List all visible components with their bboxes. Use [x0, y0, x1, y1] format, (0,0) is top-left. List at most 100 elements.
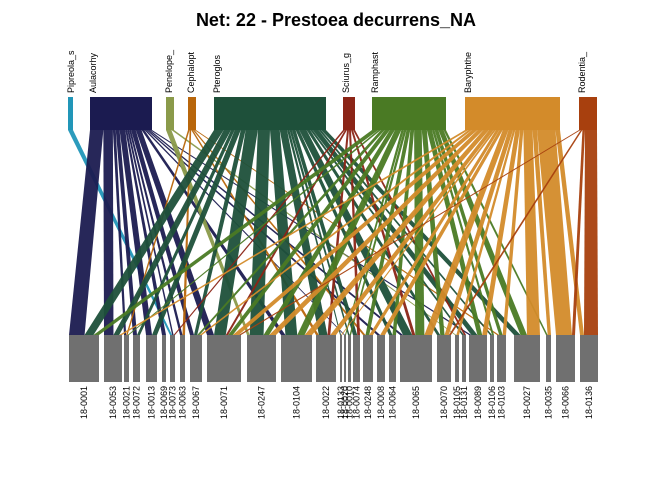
higher-node-box: [465, 97, 560, 130]
interaction-link: [572, 130, 585, 335]
higher-node-box: [68, 97, 73, 130]
interaction-link: [537, 130, 572, 335]
interaction-link: [152, 130, 241, 335]
interaction-link: [115, 130, 137, 335]
interaction-link: [502, 130, 524, 335]
lower-node-label: 18-0071: [219, 386, 229, 419]
higher-node-box: [188, 97, 196, 130]
lower-node-label: 18-0035: [544, 386, 554, 419]
interaction-link: [330, 130, 494, 335]
lower-node-label: 18-0013: [147, 386, 157, 419]
lower-node-label: 18-0021: [122, 386, 132, 419]
interaction-link: [127, 130, 381, 335]
higher-node-box: [166, 97, 174, 130]
interaction-link: [392, 130, 415, 335]
interaction-link: [431, 130, 494, 335]
lower-node-box: [146, 335, 157, 382]
higher-node-label: Pipreola_s: [66, 50, 76, 93]
interaction-link: [304, 130, 490, 335]
lower-node-box: [462, 335, 466, 382]
lower-node-box: [353, 335, 360, 382]
interaction-link: [341, 130, 496, 335]
interaction-link: [131, 130, 194, 335]
link-layer: [68, 130, 598, 335]
interaction-link: [327, 130, 349, 335]
chart-title: Net: 22 - Prestoea decurrens_NA: [195, 10, 477, 30]
lower-node-box: [340, 335, 342, 382]
higher-node-label: Pteroglos: [212, 54, 222, 93]
interaction-link: [173, 130, 345, 335]
interaction-link: [93, 130, 379, 335]
interaction-link: [444, 130, 514, 335]
higher-node-box: [579, 97, 597, 130]
lower-node-label: 18-0065: [411, 386, 421, 419]
lower-node-label: 18-0067: [191, 386, 201, 419]
lower-node-box: [490, 335, 494, 382]
lower-node-label: 18-0070: [439, 386, 449, 419]
interaction-link: [369, 130, 500, 335]
interaction-link: [279, 130, 328, 335]
lower-node-box: [104, 335, 122, 382]
higher-node-label: Sciurus_g: [341, 53, 351, 93]
higher-node-box: [372, 97, 446, 130]
lower-node-label: 18-0053: [108, 386, 118, 419]
lower-node-label: 18-0020: [340, 386, 350, 419]
lower-node-label: 18-0131: [459, 386, 469, 419]
lower-node-box: [133, 335, 140, 382]
interaction-link: [119, 130, 469, 335]
lower-node-label: 18-0064: [388, 386, 398, 419]
lower-node-label: 18-0247: [257, 386, 267, 419]
interaction-link: [199, 130, 472, 335]
interaction-link: [197, 130, 385, 335]
lower-node-box: [363, 335, 373, 382]
lower-node-label: 18-0073: [168, 386, 178, 419]
interaction-link: [270, 130, 298, 335]
interaction-link: [137, 130, 235, 335]
interaction-link: [456, 130, 516, 335]
higher-node-label: Ramphast: [370, 51, 380, 93]
higher-node-box: [90, 97, 152, 130]
lower-node-label: 18-0066: [561, 386, 571, 419]
lower-node-label: 18-0074: [352, 386, 362, 419]
lower-node-box: [389, 335, 396, 382]
lower-node-box: [316, 335, 336, 382]
lower-node-box: [437, 335, 451, 382]
higher-node-label: Baryphthe: [463, 52, 473, 93]
interaction-link: [238, 130, 581, 335]
higher-node-label: Rodentia_: [577, 51, 587, 93]
interaction-link: [69, 130, 104, 335]
lower-node-label: 18-0001: [79, 386, 89, 419]
lower-node-label: 18-0248: [363, 386, 373, 419]
interaction-link: [438, 130, 527, 335]
lower-node-label: 18-0008: [376, 386, 386, 419]
lower-node-label: 18-0103: [497, 386, 507, 419]
lower-node-box: [281, 335, 312, 382]
higher-node-box: [343, 97, 355, 130]
lower-node-label: 18-0069: [159, 386, 169, 419]
lower-node-box: [580, 335, 598, 382]
interaction-link: [113, 130, 232, 335]
lower-node-box: [207, 335, 241, 382]
interaction-link: [125, 130, 166, 335]
interaction-link: [448, 130, 583, 335]
interaction-link: [141, 130, 286, 335]
lower-node-box: [69, 335, 99, 382]
lower-node-box: [247, 335, 276, 382]
interaction-link: [424, 130, 509, 335]
interaction-link: [482, 130, 520, 335]
lower-node-box: [180, 335, 185, 382]
interaction-link: [103, 130, 114, 335]
lower-node-box: [455, 335, 459, 382]
lower-node-label: 18-0027: [522, 386, 532, 419]
lower-node-label: 18-0105: [452, 386, 462, 419]
lower-node-box: [377, 335, 385, 382]
lower-node-box: [469, 335, 487, 382]
lower-node-box: [124, 335, 129, 382]
higher-node-label: Aulacorhy: [88, 52, 98, 93]
lower-node-box: [344, 335, 346, 382]
interaction-link: [584, 130, 598, 335]
lower-node-box: [190, 335, 202, 382]
lower-node-label: 18-0106: [487, 386, 497, 419]
interaction-link: [232, 130, 478, 335]
